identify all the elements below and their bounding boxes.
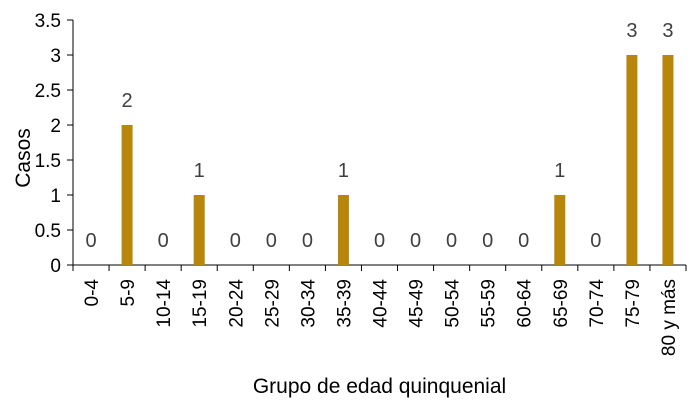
data-label: 0 bbox=[410, 230, 421, 252]
y-tick-label: 0 bbox=[50, 256, 61, 277]
data-label: 0 bbox=[374, 230, 385, 252]
x-tick-label: 70-74 bbox=[587, 279, 608, 328]
data-label: 1 bbox=[554, 160, 565, 182]
data-label: 3 bbox=[626, 20, 637, 42]
y-tick-label: 0.5 bbox=[35, 221, 61, 242]
x-tick-label: 35-39 bbox=[334, 279, 355, 328]
y-tick-label: 2 bbox=[50, 116, 61, 137]
x-tick-label: 80 y más bbox=[659, 279, 680, 356]
y-tick-label: 1.5 bbox=[35, 151, 61, 172]
data-label: 0 bbox=[518, 230, 529, 252]
data-label: 1 bbox=[338, 160, 349, 182]
x-tick-label: 25-29 bbox=[262, 279, 283, 328]
x-tick-label: 55-59 bbox=[479, 279, 500, 328]
data-label: 0 bbox=[266, 230, 277, 252]
x-tick-label: 50-54 bbox=[443, 279, 464, 328]
data-label: 0 bbox=[230, 230, 241, 252]
y-tick-label: 3 bbox=[50, 46, 61, 67]
data-label: 0 bbox=[85, 230, 96, 252]
data-label: 0 bbox=[482, 230, 493, 252]
data-label: 0 bbox=[158, 230, 169, 252]
x-tick-label: 20-24 bbox=[226, 279, 247, 328]
bar bbox=[193, 195, 205, 265]
x-tick-label: 10-14 bbox=[154, 279, 175, 328]
bar bbox=[626, 55, 638, 265]
data-label: 2 bbox=[122, 90, 133, 112]
y-axis-title: Casos bbox=[12, 128, 35, 188]
x-tick-label: 60-64 bbox=[515, 279, 536, 328]
data-label: 0 bbox=[302, 230, 313, 252]
y-tick-label: 1 bbox=[50, 186, 61, 207]
y-tick-label: 2.5 bbox=[35, 81, 61, 102]
x-tick-label: 15-19 bbox=[190, 279, 211, 328]
x-tick-label: 0-4 bbox=[82, 279, 103, 307]
x-axis: 0-4 5-9 10-14 15-19 20-24 25-29 30-34 35-39 40-4… bbox=[72, 264, 687, 356]
y-tick-label: 3.5 bbox=[35, 11, 61, 32]
x-tick-label: 65-69 bbox=[551, 279, 572, 328]
bar bbox=[554, 195, 566, 265]
bar bbox=[662, 55, 674, 265]
data-label: 0 bbox=[446, 230, 457, 252]
data-label: 0 bbox=[590, 230, 601, 252]
bar bbox=[121, 125, 133, 265]
x-tick-label: 45-49 bbox=[407, 279, 428, 328]
x-tick-label: 5-9 bbox=[118, 279, 139, 306]
data-label: 3 bbox=[662, 20, 673, 42]
y-axis: 0 0.5 1 1.5 2 2.5 3 3.5 bbox=[35, 11, 74, 277]
data-label: 1 bbox=[194, 160, 205, 182]
x-tick-label: 40-44 bbox=[371, 279, 392, 328]
data-labels: 0 2 0 1 0 0 0 1 0 0 0 0 0 1 0 3 3 bbox=[85, 20, 673, 252]
x-axis-title: Grupo de edad quinquenial bbox=[253, 375, 506, 398]
x-tick-label: 75-79 bbox=[623, 279, 644, 328]
x-tick-label: 30-34 bbox=[298, 279, 319, 328]
bars bbox=[121, 55, 674, 265]
bar bbox=[337, 195, 349, 265]
